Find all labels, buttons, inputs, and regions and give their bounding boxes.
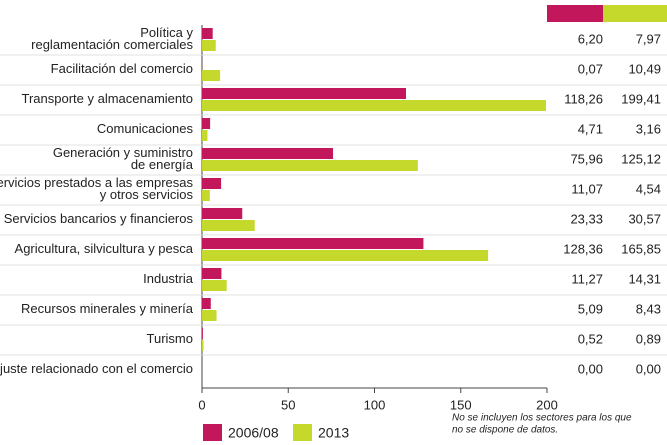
note: No se incluyen los sectores para los que: [452, 413, 632, 424]
x-tick-label: 50: [281, 397, 295, 412]
category-label: Recursos minerales y minería: [21, 301, 194, 316]
bar: [202, 70, 221, 81]
value-label: 4,54: [636, 181, 661, 196]
value-label: 11,27: [571, 271, 603, 286]
bar: [202, 148, 334, 159]
bar: [202, 100, 546, 111]
bar: [202, 310, 217, 321]
value-label: 14,31: [628, 271, 661, 286]
bar: [202, 160, 418, 171]
x-tick-label: 200: [536, 397, 558, 412]
bar: [202, 220, 255, 231]
bar: [202, 268, 222, 279]
bar: [202, 328, 203, 339]
value-label: 199,41: [621, 91, 661, 106]
value-label: 23,33: [570, 211, 603, 226]
value-label: 0,00: [578, 361, 603, 376]
category-label: Servicios prestados a las empresas y otro…: [0, 175, 193, 202]
bar: [202, 298, 211, 309]
value-label: 0,00: [636, 361, 661, 376]
category-label: Servicios bancarios y financieros: [4, 211, 194, 226]
value-label: 6,20: [578, 31, 603, 46]
legend-swatch: [203, 424, 222, 441]
value-label: 118,26: [564, 91, 603, 106]
value-label: 0,52: [578, 331, 603, 346]
value-label: 8,43: [636, 301, 661, 316]
bar: [202, 280, 227, 291]
note: no se dispone de datos.: [452, 425, 558, 436]
legend-label: 2013: [318, 425, 349, 441]
bar: [202, 340, 204, 351]
category-label: Turismo: [147, 331, 193, 346]
value-label: 165,85: [621, 241, 661, 256]
bar: [202, 88, 406, 99]
category-label: Comunicaciones: [97, 121, 194, 136]
x-tick-label: 150: [450, 397, 472, 412]
category-label: Agricultura, silvicultura y pesca: [15, 241, 194, 256]
value-label: 5,09: [578, 301, 603, 316]
header-swatch: [547, 5, 603, 22]
value-label: 125,12: [621, 151, 661, 166]
x-tick-label: 0: [198, 397, 205, 412]
legend-label: 2006/08: [228, 425, 279, 441]
category-label: Política y reglamentación comerciales: [31, 25, 193, 52]
value-label: 128,36: [563, 241, 603, 256]
bar: [202, 250, 489, 261]
bar: [202, 208, 243, 219]
category-label: Transporte y almacenamiento: [22, 91, 194, 106]
bar: [202, 118, 211, 129]
bar: [202, 190, 210, 201]
value-label: 10,49: [628, 61, 661, 76]
value-label: 0,89: [636, 331, 661, 346]
bar: [202, 28, 213, 39]
bar: [202, 40, 216, 51]
bar: [202, 238, 424, 249]
x-tick-label: 100: [364, 397, 386, 412]
category-label: Generación y suministro de energía: [53, 145, 194, 172]
category-label: Facilitación del comercio: [51, 61, 193, 76]
value-label: 30,57: [628, 211, 661, 226]
value-label: 0,07: [578, 61, 603, 76]
value-label: 4,71: [578, 121, 603, 136]
category-label: Ajuste relacionado con el comercio: [0, 361, 193, 376]
value-label: 11,07: [571, 181, 603, 196]
legend-swatch: [293, 424, 312, 441]
header-swatch: [603, 5, 667, 22]
bar: [202, 178, 222, 189]
category-label: Industria: [143, 271, 194, 286]
value-label: 7,97: [636, 31, 661, 46]
bar: [202, 130, 208, 141]
value-label: 3,16: [636, 121, 661, 136]
value-label: 75,96: [570, 151, 603, 166]
